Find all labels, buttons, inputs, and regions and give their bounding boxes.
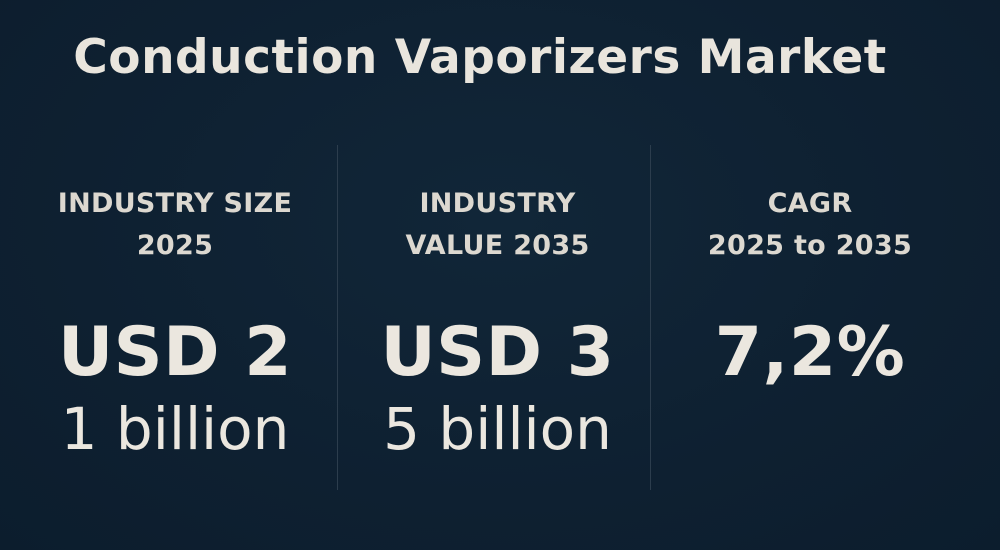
stat-value-unit: 1 billion bbox=[60, 395, 290, 463]
stat-label: INDUSTRY SIZE 2025 bbox=[20, 183, 330, 267]
stat-label: CAGR 2025 to 2035 bbox=[655, 183, 965, 267]
stat-cagr: CAGR 2025 to 2035 7,2% bbox=[655, 145, 965, 490]
stat-label-line: VALUE 2035 bbox=[405, 230, 590, 261]
stat-label-line: 2025 to 2035 bbox=[707, 230, 913, 261]
column-divider bbox=[337, 145, 338, 490]
stat-value-unit: 5 billion bbox=[383, 395, 612, 463]
stat-value: USD 2 bbox=[57, 313, 293, 392]
stat-value: 7,2% bbox=[714, 313, 906, 392]
stat-label: INDUSTRY VALUE 2035 bbox=[345, 183, 650, 267]
page-title: Conduction Vaporizers Market bbox=[73, 30, 887, 85]
stat-label-line: INDUSTRY bbox=[419, 188, 576, 219]
stat-industry-value: INDUSTRY VALUE 2035 USD 3 5 billion bbox=[345, 145, 650, 490]
stat-value: USD 3 bbox=[380, 313, 615, 392]
stats-panel: INDUSTRY SIZE 2025 USD 2 1 billion INDUS… bbox=[0, 145, 1000, 490]
stat-label-line: CAGR bbox=[767, 188, 853, 219]
column-divider bbox=[650, 145, 651, 490]
stat-industry-size: INDUSTRY SIZE 2025 USD 2 1 billion bbox=[20, 145, 330, 490]
stat-label-line: 2025 bbox=[136, 230, 214, 261]
stat-label-line: INDUSTRY SIZE bbox=[57, 188, 293, 219]
